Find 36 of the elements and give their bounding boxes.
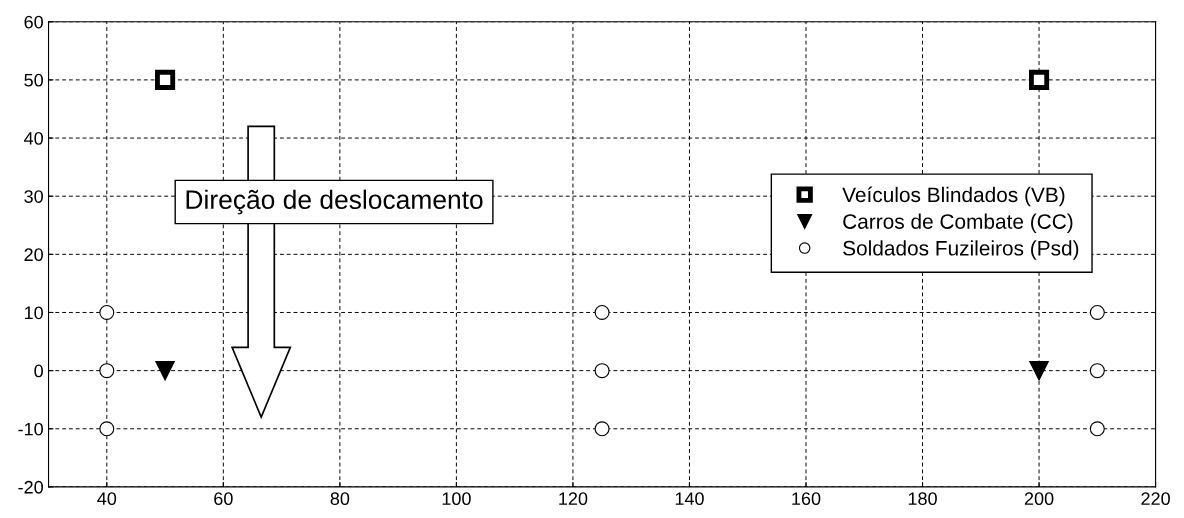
x-tick-label: 120 (559, 492, 588, 506)
legend-label: Carros de Combate (CC) (843, 213, 1073, 233)
annotation: Direção de deslocamento (186, 189, 483, 215)
x-tick-label: 200 (1024, 492, 1054, 506)
point (1089, 421, 1105, 437)
y-tick-label: 20 (24, 248, 43, 262)
point (1089, 363, 1105, 379)
x-tick-label: 100 (442, 492, 471, 506)
point (99, 304, 115, 320)
point (155, 69, 176, 90)
point (1028, 69, 1050, 90)
y-tick-label: 0 (34, 364, 43, 378)
legend-label: Soldados Fuzileiros (Psd) (843, 240, 1079, 260)
point (594, 363, 610, 379)
y-tick-label: 50 (24, 73, 43, 87)
x-tick-label: 220 (1141, 492, 1170, 506)
x-tick-label: 60 (214, 492, 233, 506)
point (594, 304, 610, 320)
y-tick-label: 10 (24, 306, 43, 320)
point (1029, 360, 1049, 381)
x-tick-label: 40 (97, 492, 117, 506)
y-tick-label: 30 (24, 190, 43, 203)
point (99, 363, 115, 379)
y-tick-label: 40 (24, 131, 43, 145)
x-tick-label: 180 (908, 492, 937, 506)
y-tick-label: -20 (18, 480, 43, 494)
point (155, 360, 175, 381)
point (1089, 304, 1105, 320)
y-tick-label: 60 (24, 15, 43, 29)
point (594, 421, 610, 437)
x-tick-label: 160 (792, 492, 821, 506)
x-tick-label: 140 (675, 492, 704, 506)
legend-label: Veículos Blindados (VB) (842, 186, 1065, 207)
y-tick-label: -10 (18, 422, 43, 436)
x-tick-label: 80 (330, 492, 350, 506)
point (99, 421, 115, 437)
